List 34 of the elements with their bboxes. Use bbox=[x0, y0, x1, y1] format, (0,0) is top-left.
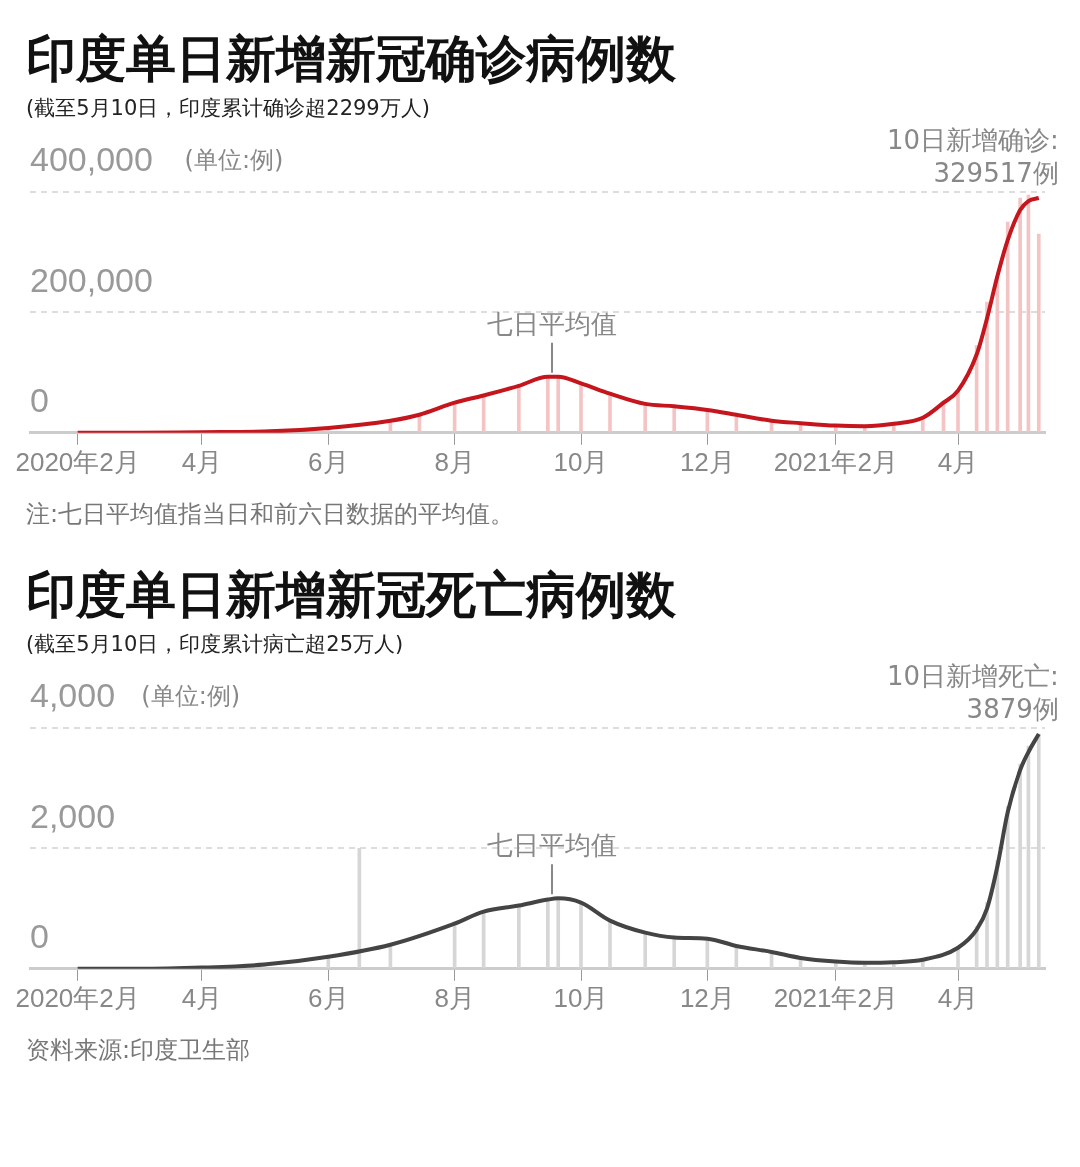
chart-subtitle: (截至5月10日，印度累计确诊超2299万人) bbox=[25, 95, 431, 122]
x-tick-label: 6月 bbox=[308, 446, 349, 477]
x-tick-label: 10月 bbox=[553, 982, 609, 1013]
annotation: 七日平均值 bbox=[487, 308, 617, 339]
chart-title: 印度单日新增新冠死亡病例数 bbox=[25, 565, 677, 626]
x-tick-label: 12月 bbox=[679, 982, 735, 1013]
y-axis-title: (单位:例) bbox=[184, 146, 284, 175]
x-tick-label: 2020年2月 bbox=[15, 446, 140, 477]
y-tick-label: 400,000 bbox=[30, 140, 153, 179]
text: 资料来源:印度卫生部 bbox=[25, 1035, 252, 1066]
x-tick-label: 2020年2月 bbox=[15, 982, 140, 1013]
y-tick-label: 0 bbox=[30, 381, 49, 420]
x-tick-label: 6月 bbox=[308, 982, 349, 1013]
x-tick-label: 2021年2月 bbox=[773, 982, 898, 1013]
text: 注:七日平均值指当日和前六日数据的平均值。 bbox=[25, 499, 516, 530]
chart-title: 印度单日新增新冠确诊病例数 bbox=[25, 29, 677, 90]
x-tick-label: 12月 bbox=[679, 446, 735, 477]
x-tick-label: 4月 bbox=[181, 982, 223, 1013]
annotation: 七日平均值 bbox=[487, 830, 617, 861]
x-tick-label: 4月 bbox=[937, 982, 979, 1013]
y-tick-label: 0 bbox=[30, 917, 49, 956]
y-tick-label: 200,000 bbox=[30, 260, 153, 299]
y-axis-title: (单位:例) bbox=[141, 682, 241, 711]
y-tick-label: 2,000 bbox=[30, 796, 116, 835]
x-tick-label: 4月 bbox=[937, 446, 979, 477]
chart-subtitle: (截至5月10日，印度累计病亡超25万人) bbox=[25, 631, 405, 658]
x-tick-label: 8月 bbox=[434, 982, 475, 1013]
x-tick-label: 4月 bbox=[181, 446, 223, 477]
x-tick-label: 8月 bbox=[434, 446, 475, 477]
x-tick-label: 2021年2月 bbox=[773, 446, 898, 477]
annotation: 10日新增确诊: 329517例 bbox=[886, 124, 1059, 188]
x-tick-label: 10月 bbox=[553, 446, 609, 477]
annotation: 10日新增死亡: 3879例 bbox=[886, 660, 1059, 724]
y-tick-label: 4,000 bbox=[30, 676, 116, 715]
